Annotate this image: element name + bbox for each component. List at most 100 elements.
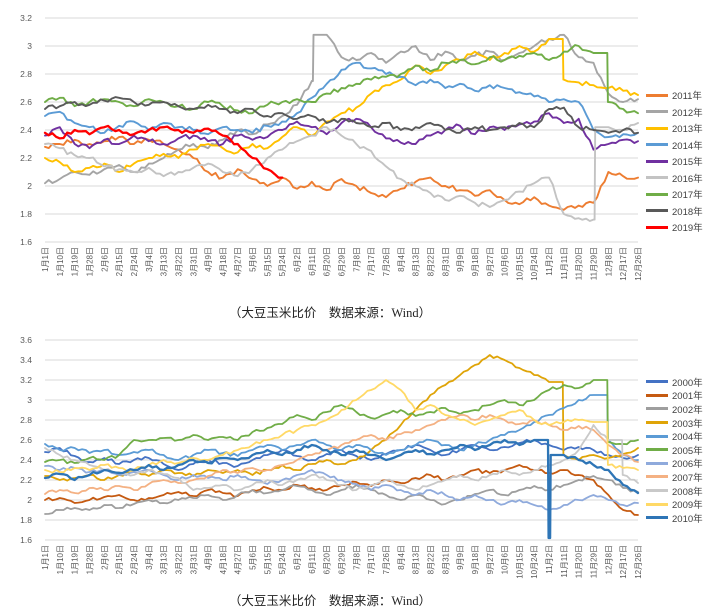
bottom-chart-caption: （大豆玉米比价 数据来源：Wind） bbox=[228, 594, 432, 608]
x-tick-label: 4月18日 bbox=[219, 247, 228, 276]
y-axis-labels: 3.6 3.4 3.2 3 2.8 2.6 2.4 2.2 2 1.8 1.6 bbox=[20, 335, 32, 545]
y-axis-labels: 3.2 3 2.8 2.6 2.4 2.2 2 1.8 1.6 bbox=[20, 13, 32, 247]
y-tick-label: 2.8 bbox=[20, 415, 32, 425]
x-tick-label: 1月1日 bbox=[41, 247, 50, 272]
line-2017年 bbox=[44, 44, 639, 115]
legend-item-2016年: 2016年 bbox=[646, 170, 703, 187]
x-tick-label: 12月8日 bbox=[604, 247, 613, 276]
x-tick-label: 8月22日 bbox=[426, 247, 435, 276]
legend-item-2000年: 2000年 bbox=[646, 375, 703, 389]
line-2015年 bbox=[44, 112, 639, 151]
legend-swatch bbox=[646, 192, 668, 196]
x-axis-labels: 1月1日 1月10日 1月19日 1月28日 2月6日 2月15日 2月24日 3月4日 3月1… bbox=[41, 545, 643, 579]
legend-swatch bbox=[646, 159, 668, 163]
legend-label: 2018年 bbox=[672, 206, 703, 218]
y-tick-label: 1.8 bbox=[20, 209, 32, 219]
x-tick-label: 6月11日 bbox=[308, 545, 317, 574]
x-tick-label: 5月24日 bbox=[278, 247, 287, 276]
legend-label: 2014年 bbox=[672, 140, 703, 152]
line-2008年 bbox=[44, 424, 639, 492]
x-tick-label: 3月31日 bbox=[189, 545, 198, 574]
x-tick-label: 4月18日 bbox=[219, 545, 228, 574]
x-tick-label: 10月24日 bbox=[530, 247, 539, 281]
x-tick-label: 1月10日 bbox=[56, 545, 65, 574]
legend-label: 2001年 bbox=[672, 391, 703, 403]
legend-label: 2017年 bbox=[672, 190, 703, 202]
x-tick-label: 3月22日 bbox=[174, 545, 183, 574]
legend-item-2002年: 2002年 bbox=[646, 402, 703, 416]
x-tick-label: 1月1日 bbox=[41, 545, 50, 570]
legend-label: 2002年 bbox=[672, 404, 703, 416]
line-2013年 bbox=[44, 38, 639, 173]
legend-label: 2003年 bbox=[672, 418, 703, 430]
legend-swatch bbox=[646, 176, 668, 180]
legend-swatch bbox=[646, 475, 668, 479]
y-tick-label: 2.6 bbox=[20, 435, 32, 445]
y-tick-label: 1.8 bbox=[20, 515, 32, 525]
x-tick-label: 3月13日 bbox=[160, 545, 169, 574]
x-tick-label: 11月29日 bbox=[590, 247, 599, 280]
series-lines bbox=[43, 354, 640, 540]
x-tick-label: 7月17日 bbox=[367, 545, 376, 574]
line-2005年 bbox=[44, 379, 639, 465]
x-tick-label: 10月6日 bbox=[501, 247, 510, 276]
x-tick-label: 8月22日 bbox=[426, 545, 435, 574]
legend-label: 2007年 bbox=[672, 472, 703, 484]
x-tick-label: 10月6日 bbox=[501, 545, 510, 574]
x-tick-label: 2月24日 bbox=[130, 545, 139, 574]
x-tick-label: 10月15日 bbox=[515, 247, 524, 281]
y-tick-label: 3 bbox=[27, 395, 32, 405]
y-tick-label: 2 bbox=[27, 495, 32, 505]
legend-item-2018年: 2018年 bbox=[646, 203, 703, 220]
legend-item-2010年: 2010年 bbox=[646, 511, 703, 525]
x-tick-label: 3月13日 bbox=[160, 247, 169, 276]
x-tick-label: 6月11日 bbox=[308, 247, 317, 276]
legend-label: 2009年 bbox=[672, 500, 703, 512]
legend-swatch bbox=[646, 380, 668, 384]
legend-item-2014年: 2014年 bbox=[646, 137, 703, 154]
line-2011年 bbox=[44, 135, 639, 211]
x-tick-label: 6月2日 bbox=[293, 545, 302, 570]
y-tick-label: 2 bbox=[27, 181, 32, 191]
legend-item-2009年: 2009年 bbox=[646, 497, 703, 511]
legend-swatch bbox=[646, 516, 668, 520]
x-tick-label: 12月26日 bbox=[634, 247, 643, 281]
x-tick-label: 2月15日 bbox=[115, 545, 124, 574]
x-tick-label: 1月19日 bbox=[71, 545, 80, 574]
legend-item-2006年: 2006年 bbox=[646, 457, 703, 470]
line-2006年 bbox=[44, 464, 639, 511]
top-chart-legend: 2011年 2012年 2013年 2014年 2015年 2016年 2017年 2018年… bbox=[646, 87, 703, 236]
x-tick-label: 5月24日 bbox=[278, 545, 287, 574]
x-tick-label: 11月11日 bbox=[560, 545, 569, 578]
legend-label: 2019年 bbox=[672, 223, 703, 235]
x-tick-label: 5月15日 bbox=[263, 247, 272, 276]
y-tick-label: 3 bbox=[27, 41, 32, 51]
legend-item-2004年: 2004年 bbox=[646, 429, 703, 443]
top-chart-block: 3.2 3 2.8 2.6 2.4 2.2 2 1.8 1.6 1月1日 1月10日 1月19日 1月2… bbox=[0, 0, 726, 298]
x-tick-label: 11月20日 bbox=[575, 545, 584, 578]
gridlines bbox=[45, 17, 638, 243]
legend-label: 2000年 bbox=[672, 377, 703, 389]
legend-item-2008年: 2008年 bbox=[646, 484, 703, 498]
y-tick-label: 2.4 bbox=[20, 455, 32, 465]
series-lines bbox=[43, 33, 639, 222]
y-tick-label: 2.2 bbox=[20, 475, 32, 485]
legend-label: 2010年 bbox=[672, 513, 703, 525]
top-chart-plot: 3.2 3 2.8 2.6 2.4 2.2 2 1.8 1.6 1月1日 1月10日 1月19日 1月2… bbox=[20, 13, 643, 281]
legend-swatch bbox=[646, 502, 668, 506]
y-tick-label: 3.6 bbox=[20, 335, 32, 345]
line-2016年 bbox=[44, 122, 639, 222]
x-tick-label: 6月29日 bbox=[338, 247, 347, 276]
x-tick-label: 11月11日 bbox=[560, 247, 569, 280]
x-tick-label: 3月4日 bbox=[145, 247, 154, 272]
x-tick-label: 11月29日 bbox=[590, 545, 599, 578]
x-tick-label: 5月6日 bbox=[249, 247, 258, 272]
legend-swatch bbox=[646, 93, 668, 97]
x-tick-label: 6月2日 bbox=[293, 247, 302, 272]
x-tick-label: 1月28日 bbox=[85, 545, 94, 574]
y-tick-label: 3.2 bbox=[20, 13, 32, 23]
x-tick-label: 4月9日 bbox=[204, 545, 213, 570]
line-2010年 bbox=[43, 438, 640, 540]
